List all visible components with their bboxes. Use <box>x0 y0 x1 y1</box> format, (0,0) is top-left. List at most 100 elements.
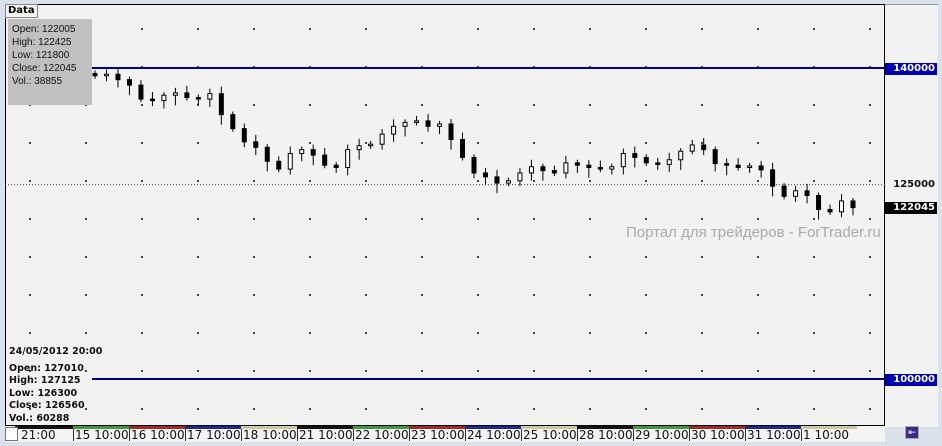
session-color-bar <box>577 426 633 429</box>
candle-up <box>563 162 569 174</box>
candle-up <box>402 121 408 127</box>
candle-down <box>735 164 741 169</box>
candle-down <box>138 84 144 100</box>
candle-up <box>391 125 397 135</box>
candle-down <box>643 156 649 164</box>
candle-up <box>528 166 534 174</box>
time-axis[interactable]: 21:00 15 10:00 16 10:00 17 10:00 18 10:00 21 … <box>5 426 885 442</box>
price-label-125000: 125000 <box>893 179 935 190</box>
candle-down <box>597 167 603 170</box>
chart-plot-area[interactable] <box>5 4 885 426</box>
session-color-bar <box>801 426 857 429</box>
hover-close: Close: 122045 <box>12 63 77 74</box>
hover-low: Low: 121800 <box>12 50 70 61</box>
candle-up <box>620 153 626 168</box>
candle-down <box>758 165 764 171</box>
scroll-to-end-button[interactable]: ⇤ <box>905 426 919 439</box>
candle-up <box>287 153 293 170</box>
session-color-bar <box>185 426 241 429</box>
price-label-100000: 100000 <box>885 374 937 386</box>
hover-high: High: 122425 <box>12 37 72 48</box>
time-label: 29 10:00 <box>633 428 689 442</box>
time-label: 23 10:00 <box>409 428 465 442</box>
candle-down <box>115 73 121 81</box>
candle-up <box>839 200 845 213</box>
candle-down <box>126 79 132 86</box>
candle-up <box>356 145 362 151</box>
candle-down <box>540 166 546 172</box>
candle-down <box>574 162 580 166</box>
candle-down <box>218 93 224 116</box>
candle-up <box>666 159 672 165</box>
candle-down <box>322 154 328 166</box>
hover-open: Open: 122005 <box>12 24 76 35</box>
session-color-bar <box>633 426 689 429</box>
candle-down <box>781 185 787 197</box>
candle-down <box>276 160 282 170</box>
candle-down <box>632 153 638 158</box>
time-label: 28 10:00 <box>577 428 633 442</box>
candle-down <box>712 149 718 165</box>
candle-down <box>482 172 488 178</box>
candle-down <box>850 200 856 209</box>
session-color-bar <box>15 426 73 429</box>
bar-close: Close: 126560 <box>9 400 85 411</box>
candle-up <box>368 143 374 147</box>
bar-info-panel: 24/05/2012 20:00 Open: 127010 High: 1271… <box>9 346 102 425</box>
session-color-bar <box>689 426 745 429</box>
time-label: 24 10:00 <box>465 428 521 442</box>
hover-vol: Vol.: 38855 <box>12 76 63 87</box>
candle-up <box>414 120 420 123</box>
time-label: 31 10:00 <box>745 428 801 442</box>
bar-high: High: 127125 <box>9 375 81 386</box>
session-color-bar <box>297 426 353 429</box>
candle-up <box>678 150 684 161</box>
candle-down <box>770 169 776 187</box>
time-label: 22 10:00 <box>353 428 409 442</box>
session-color-bar <box>465 426 521 429</box>
candle-down <box>184 92 190 99</box>
candle-up <box>517 172 523 182</box>
candle-down <box>471 156 477 174</box>
time-label: 1 10:00 <box>801 428 850 442</box>
candle-down <box>253 141 259 148</box>
session-color-bar <box>409 426 465 429</box>
candle-down <box>816 195 822 211</box>
bar-vol: Vol.: 60288 <box>9 412 70 424</box>
candle-up <box>689 144 695 152</box>
candle-up <box>505 180 511 184</box>
bar-date: 24/05/2012 20:00 <box>9 346 103 357</box>
candle-down <box>241 128 247 143</box>
time-label: 30 10:00 <box>689 428 745 442</box>
scroll-to-end-icon: ⇤ <box>908 428 916 438</box>
axis-corner-box <box>5 427 18 441</box>
data-tab[interactable]: Data <box>5 4 38 18</box>
session-color-bar <box>745 426 801 429</box>
time-label: 15 10:00 <box>73 428 129 442</box>
candle-down <box>195 97 201 100</box>
bar-low: Low: 126300 <box>9 387 78 399</box>
bar-open: Open: 127010 <box>9 362 84 374</box>
candle-down <box>586 164 592 169</box>
session-color-bar <box>353 426 409 429</box>
candle-up <box>103 73 109 77</box>
candle-up <box>793 190 799 197</box>
candle-down <box>494 176 500 184</box>
candle-down <box>333 164 339 169</box>
candle-up <box>172 92 178 96</box>
candle-down <box>310 149 316 156</box>
current-price-label: 122045 <box>885 202 937 214</box>
candle-down <box>230 114 236 130</box>
candle-down <box>551 170 557 174</box>
candle-down <box>724 163 730 166</box>
candle-down <box>149 98 155 102</box>
session-color-bar <box>73 426 129 429</box>
candle-down <box>264 146 270 162</box>
session-color-bar <box>241 426 297 429</box>
candle-up <box>207 93 213 100</box>
candle-up <box>299 149 305 155</box>
session-color-bar <box>521 426 577 429</box>
candle-down <box>425 120 431 127</box>
candle-up <box>747 165 753 169</box>
candle-up <box>379 133 385 145</box>
